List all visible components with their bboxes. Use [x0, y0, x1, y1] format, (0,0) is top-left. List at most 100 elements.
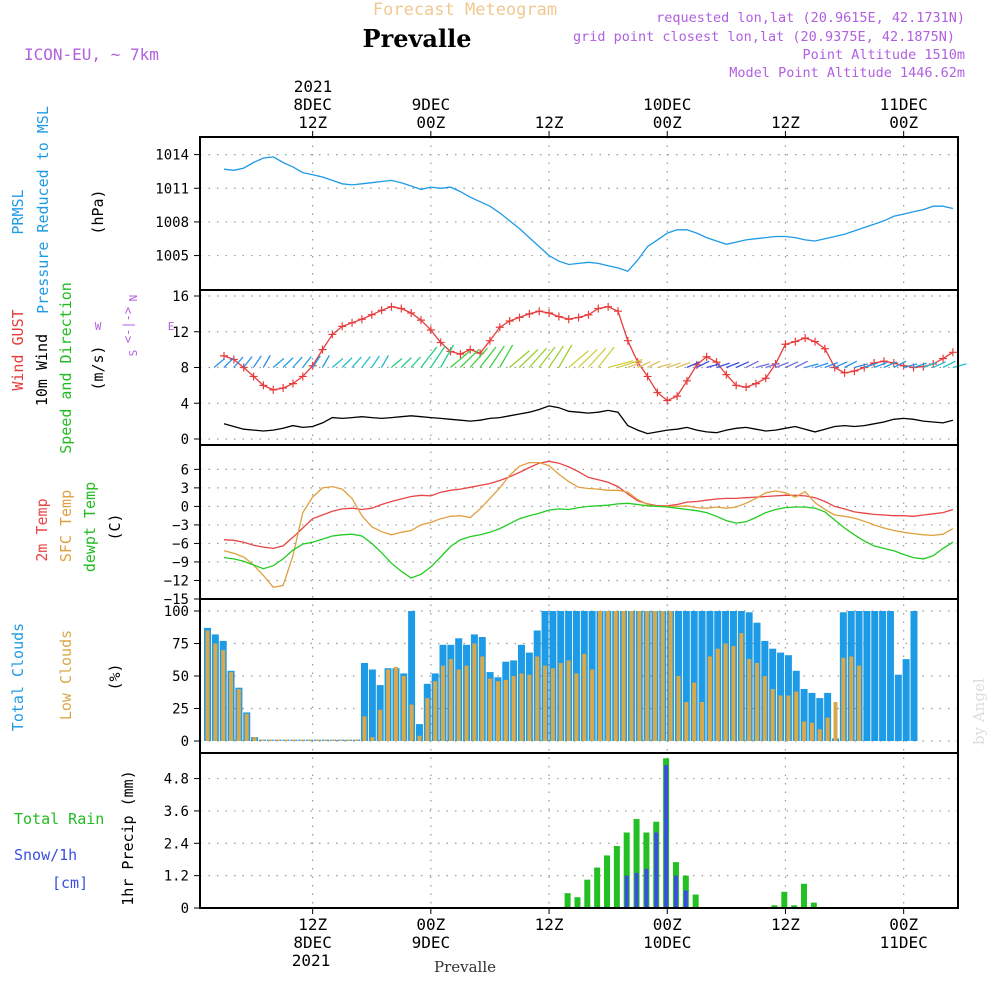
top-hour-label-2: 12Z	[535, 113, 564, 132]
wind-arrow-65	[854, 363, 868, 369]
wind-arrow-33	[538, 346, 556, 368]
gust-marker-7	[288, 379, 297, 388]
bottom-hour-label-5: 00Z	[889, 915, 918, 934]
total-cloud-bar-21	[368, 669, 376, 741]
bottom-date-label-1: 9DEC	[412, 933, 451, 952]
wind-arrow-50	[706, 363, 721, 369]
wind-arrow-66	[863, 362, 878, 369]
gust-marker-28	[495, 323, 504, 332]
ytick-label-p3-4: 100	[164, 604, 189, 620]
bottom-year-label: 2021	[292, 951, 331, 970]
wind-arrow-47	[676, 361, 691, 369]
low-cloud-bar-38	[503, 679, 508, 741]
low-cloud-bar-37	[495, 681, 500, 741]
wind-arrow-0	[213, 358, 226, 368]
total-cloud-bar-87	[886, 611, 894, 741]
ytick-label-p4-4: 4.8	[164, 772, 189, 788]
wind-arrow-4	[252, 355, 262, 368]
wind-arrow-22	[430, 345, 446, 368]
gust-marker-53	[742, 383, 751, 392]
temp-2m-line	[223, 460, 954, 550]
low-cloud-bar-25	[401, 676, 406, 741]
low-cloud-bar-40	[519, 673, 524, 741]
low-cloud-bar-47	[574, 673, 579, 741]
wind-arrow-41	[617, 358, 643, 369]
gust-marker-20	[417, 316, 425, 325]
wind-arrow-54	[745, 360, 759, 369]
gust-marker-10	[318, 345, 327, 354]
wind-arrow-14	[351, 356, 362, 368]
model-label: ICON-EU, ~ 7km	[24, 45, 159, 64]
ytick-label-p0-3: 1014	[155, 148, 189, 164]
low-cloud-bar-24	[393, 666, 398, 741]
low-cloud-bar-79	[825, 717, 830, 741]
total-cloud-bar-79	[824, 692, 832, 741]
total-cloud-bar-62	[690, 611, 698, 741]
snow-bar-43	[634, 872, 639, 908]
low-cloud-bar-15	[323, 739, 328, 741]
gust-marker-58	[791, 337, 800, 346]
low-clouds-label: Low Clouds	[57, 630, 75, 720]
temp-sfc-line	[223, 461, 954, 589]
low-cloud-bar-64	[707, 656, 712, 741]
low-cloud-bar-22	[378, 709, 383, 741]
clouds-unit: (%)	[106, 663, 124, 690]
wind-arrow-3	[243, 356, 253, 368]
low-cloud-bar-4	[236, 689, 241, 741]
temp-sfc-label: SFC Temp	[57, 490, 75, 562]
rain-bar-49	[692, 894, 699, 908]
footer-station: Prevalle	[434, 958, 496, 976]
wind-arrow-36	[568, 350, 589, 368]
gust-marker-40	[614, 307, 622, 316]
gust-marker-73	[939, 354, 948, 363]
low-cloud-bar-31	[448, 659, 453, 741]
pressure-label-2: Pressure Reduced to MSL	[34, 106, 52, 314]
gust-marker-36	[574, 313, 583, 322]
temp-dewpt-label: dewpt Temp	[81, 482, 99, 572]
rain-bar-36	[564, 893, 571, 908]
gust-marker-49	[702, 352, 711, 361]
ytick-label-p2-7: 6	[181, 462, 189, 478]
low-cloud-bar-68	[739, 633, 744, 741]
wind-10m-line	[223, 405, 954, 435]
wind-arrow-57	[775, 361, 789, 369]
wind-arrow-34	[548, 345, 564, 368]
gust-marker-60	[811, 337, 819, 346]
wind-arrow-18	[390, 358, 403, 368]
gust-marker-11	[328, 330, 337, 339]
wind-arrow-71	[913, 362, 927, 369]
gust-marker-1	[229, 355, 238, 364]
wind-arrow-43	[637, 361, 651, 369]
total-cloud-bar-78	[816, 698, 824, 741]
low-cloud-bar-34	[472, 643, 477, 741]
gust-marker-54	[751, 379, 760, 388]
wind-arrow-42	[627, 361, 642, 369]
gust-marker-16	[377, 306, 386, 315]
total-cloud-bar-85	[871, 611, 879, 741]
low-cloud-bar-18	[346, 739, 351, 741]
gust-marker-43	[643, 372, 652, 381]
top-date-label-5: 11DEC	[880, 95, 928, 114]
bottom-hour-label-3: 00Z	[653, 915, 682, 934]
wind-arrow-44	[647, 360, 661, 369]
total-cloud-bar-89	[902, 659, 910, 741]
wind-arrow-29	[499, 344, 514, 368]
total-rain-label: Total Rain	[14, 810, 104, 828]
low-cloud-bar-0	[205, 630, 210, 741]
rain-bar-41	[613, 845, 620, 908]
low-cloud-bar-26	[409, 704, 414, 741]
ytick-label-p1-1: 4	[181, 396, 189, 412]
low-cloud-bar-77	[809, 722, 814, 741]
rain-bar-61	[810, 902, 817, 908]
low-cloud-bar-41	[527, 674, 532, 741]
low-cloud-bar-44	[550, 668, 555, 741]
low-cloud-bar-42	[535, 656, 540, 741]
gust-marker-21	[426, 325, 435, 334]
low-cloud-bar-83	[857, 665, 862, 741]
ytick-label-p2-1: −12	[164, 573, 189, 589]
low-cloud-bar-54	[629, 611, 634, 741]
gust-marker-51	[722, 370, 731, 379]
low-cloud-bar-3	[229, 672, 234, 741]
wind-arrow-52	[725, 361, 740, 369]
gust-marker-74	[948, 348, 957, 357]
